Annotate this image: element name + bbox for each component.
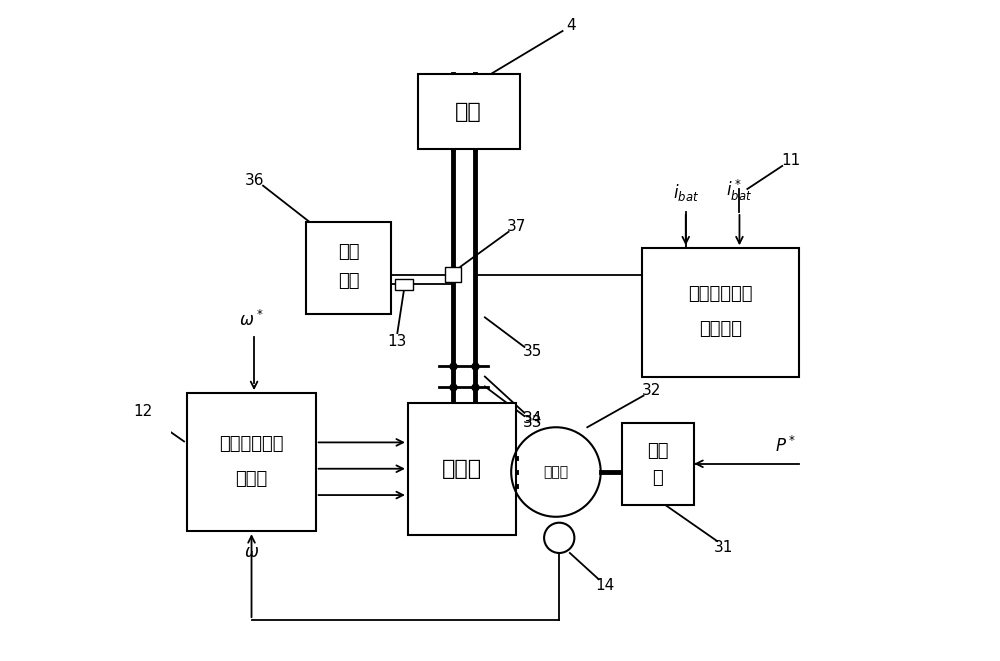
Bar [395, 278, 413, 290]
Text: 37: 37 [507, 219, 526, 234]
Text: $P^*$: $P^*$ [775, 436, 796, 456]
Text: 制模块: 制模块 [235, 469, 268, 488]
Text: 负载: 负载 [455, 102, 482, 122]
Text: 机: 机 [653, 469, 663, 487]
Text: 34: 34 [523, 410, 542, 426]
Text: 33: 33 [523, 415, 542, 430]
Text: 发电机: 发电机 [543, 465, 569, 479]
Bar [642, 249, 799, 377]
Bar [187, 393, 316, 531]
Text: 11: 11 [781, 153, 800, 168]
Bar [418, 74, 520, 149]
Text: 装置: 装置 [338, 272, 359, 290]
Text: 14: 14 [596, 578, 615, 594]
Bar [622, 422, 694, 505]
Text: 13: 13 [388, 334, 407, 349]
Text: 原动: 原动 [647, 442, 669, 459]
Text: 31: 31 [714, 540, 733, 555]
Text: 整流器: 整流器 [442, 459, 482, 479]
Text: 36: 36 [245, 173, 264, 188]
Bar [306, 222, 391, 314]
Text: $i^*_{bat}$: $i^*_{bat}$ [726, 178, 752, 204]
Text: $\omega$: $\omega$ [244, 543, 259, 561]
Text: 发电机转速控: 发电机转速控 [219, 435, 284, 453]
Bar [408, 403, 516, 535]
Bar [445, 266, 461, 282]
Text: 12: 12 [133, 405, 152, 419]
Text: $i_{bat}$: $i_{bat}$ [673, 182, 699, 204]
Text: 储能装置电流: 储能装置电流 [688, 285, 753, 303]
Text: 35: 35 [523, 344, 542, 359]
Text: 32: 32 [642, 383, 661, 398]
Text: $\omega^*$: $\omega^*$ [239, 311, 263, 330]
Text: 储能: 储能 [338, 243, 359, 260]
Text: 控制模块: 控制模块 [699, 320, 742, 338]
Text: 4: 4 [566, 19, 576, 33]
